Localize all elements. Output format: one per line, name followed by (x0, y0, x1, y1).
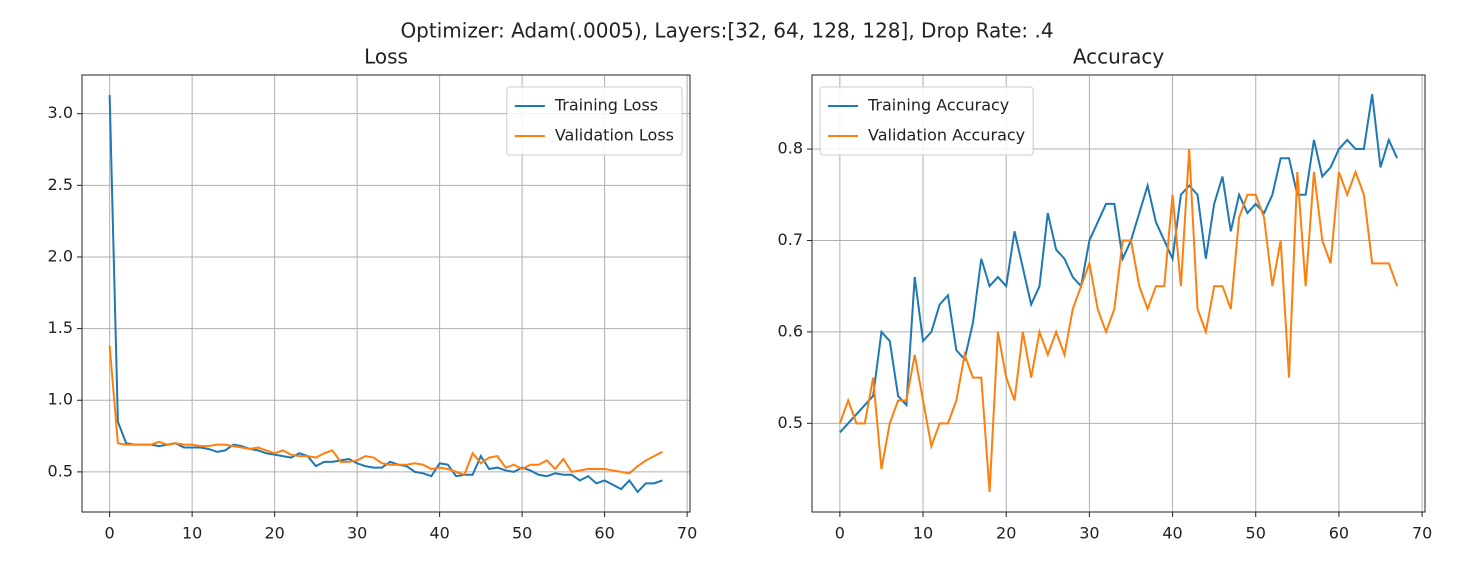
x-tick-label: 0 (835, 524, 845, 543)
x-tick-label: 30 (347, 524, 367, 543)
legend-label: Validation Loss (555, 126, 674, 145)
y-tick-label: 1.0 (48, 390, 73, 409)
subplot-title: Loss (364, 45, 408, 69)
y-tick-label: 3.0 (48, 103, 73, 122)
y-tick-label: 2.0 (48, 246, 73, 265)
y-tick-label: 0.6 (778, 321, 803, 340)
x-tick-label: 10 (913, 524, 933, 543)
legend-label: Training Accuracy (867, 96, 1009, 115)
y-tick-label: 2.5 (48, 175, 73, 194)
axes-frame (81, 74, 691, 513)
x-tick-label: 50 (512, 524, 532, 543)
x-tick-label: 60 (1329, 524, 1349, 543)
x-tick-label: 40 (429, 524, 449, 543)
legend-frame (506, 86, 683, 156)
y-tick-label: 0.5 (48, 461, 73, 480)
y-tick-label: 0.7 (778, 230, 803, 249)
legend-label: Validation Accuracy (868, 126, 1025, 145)
x-tick-label: 20 (996, 524, 1016, 543)
axes-frame (811, 74, 1426, 513)
x-tick-label: 60 (594, 524, 614, 543)
x-tick-label: 0 (105, 524, 115, 543)
series-line (108, 345, 663, 477)
x-tick-label: 30 (1079, 524, 1099, 543)
series-line (838, 148, 1399, 492)
legend: Training Loss Validation Loss (506, 86, 683, 156)
x-tick-label: 70 (677, 524, 697, 543)
x-tick-label: 20 (264, 524, 284, 543)
y-tick-label: 1.5 (48, 318, 73, 337)
subplot-title: Accuracy (1073, 45, 1164, 69)
x-tick-label: 50 (1246, 524, 1266, 543)
legend-label: Training Loss (554, 96, 658, 115)
x-tick-label: 40 (1162, 524, 1182, 543)
y-tick-label: 0.5 (778, 413, 803, 432)
figure-title: Optimizer: Adam(.0005), Layers:[32, 64, … (400, 19, 1053, 43)
y-tick-label: 0.8 (778, 139, 803, 158)
legend: Training Accuracy Validation Accuracy (819, 86, 1034, 156)
x-tick-label: 10 (182, 524, 202, 543)
legend-frame (819, 86, 1034, 156)
x-tick-label: 70 (1412, 524, 1432, 543)
series-line (839, 94, 1399, 434)
